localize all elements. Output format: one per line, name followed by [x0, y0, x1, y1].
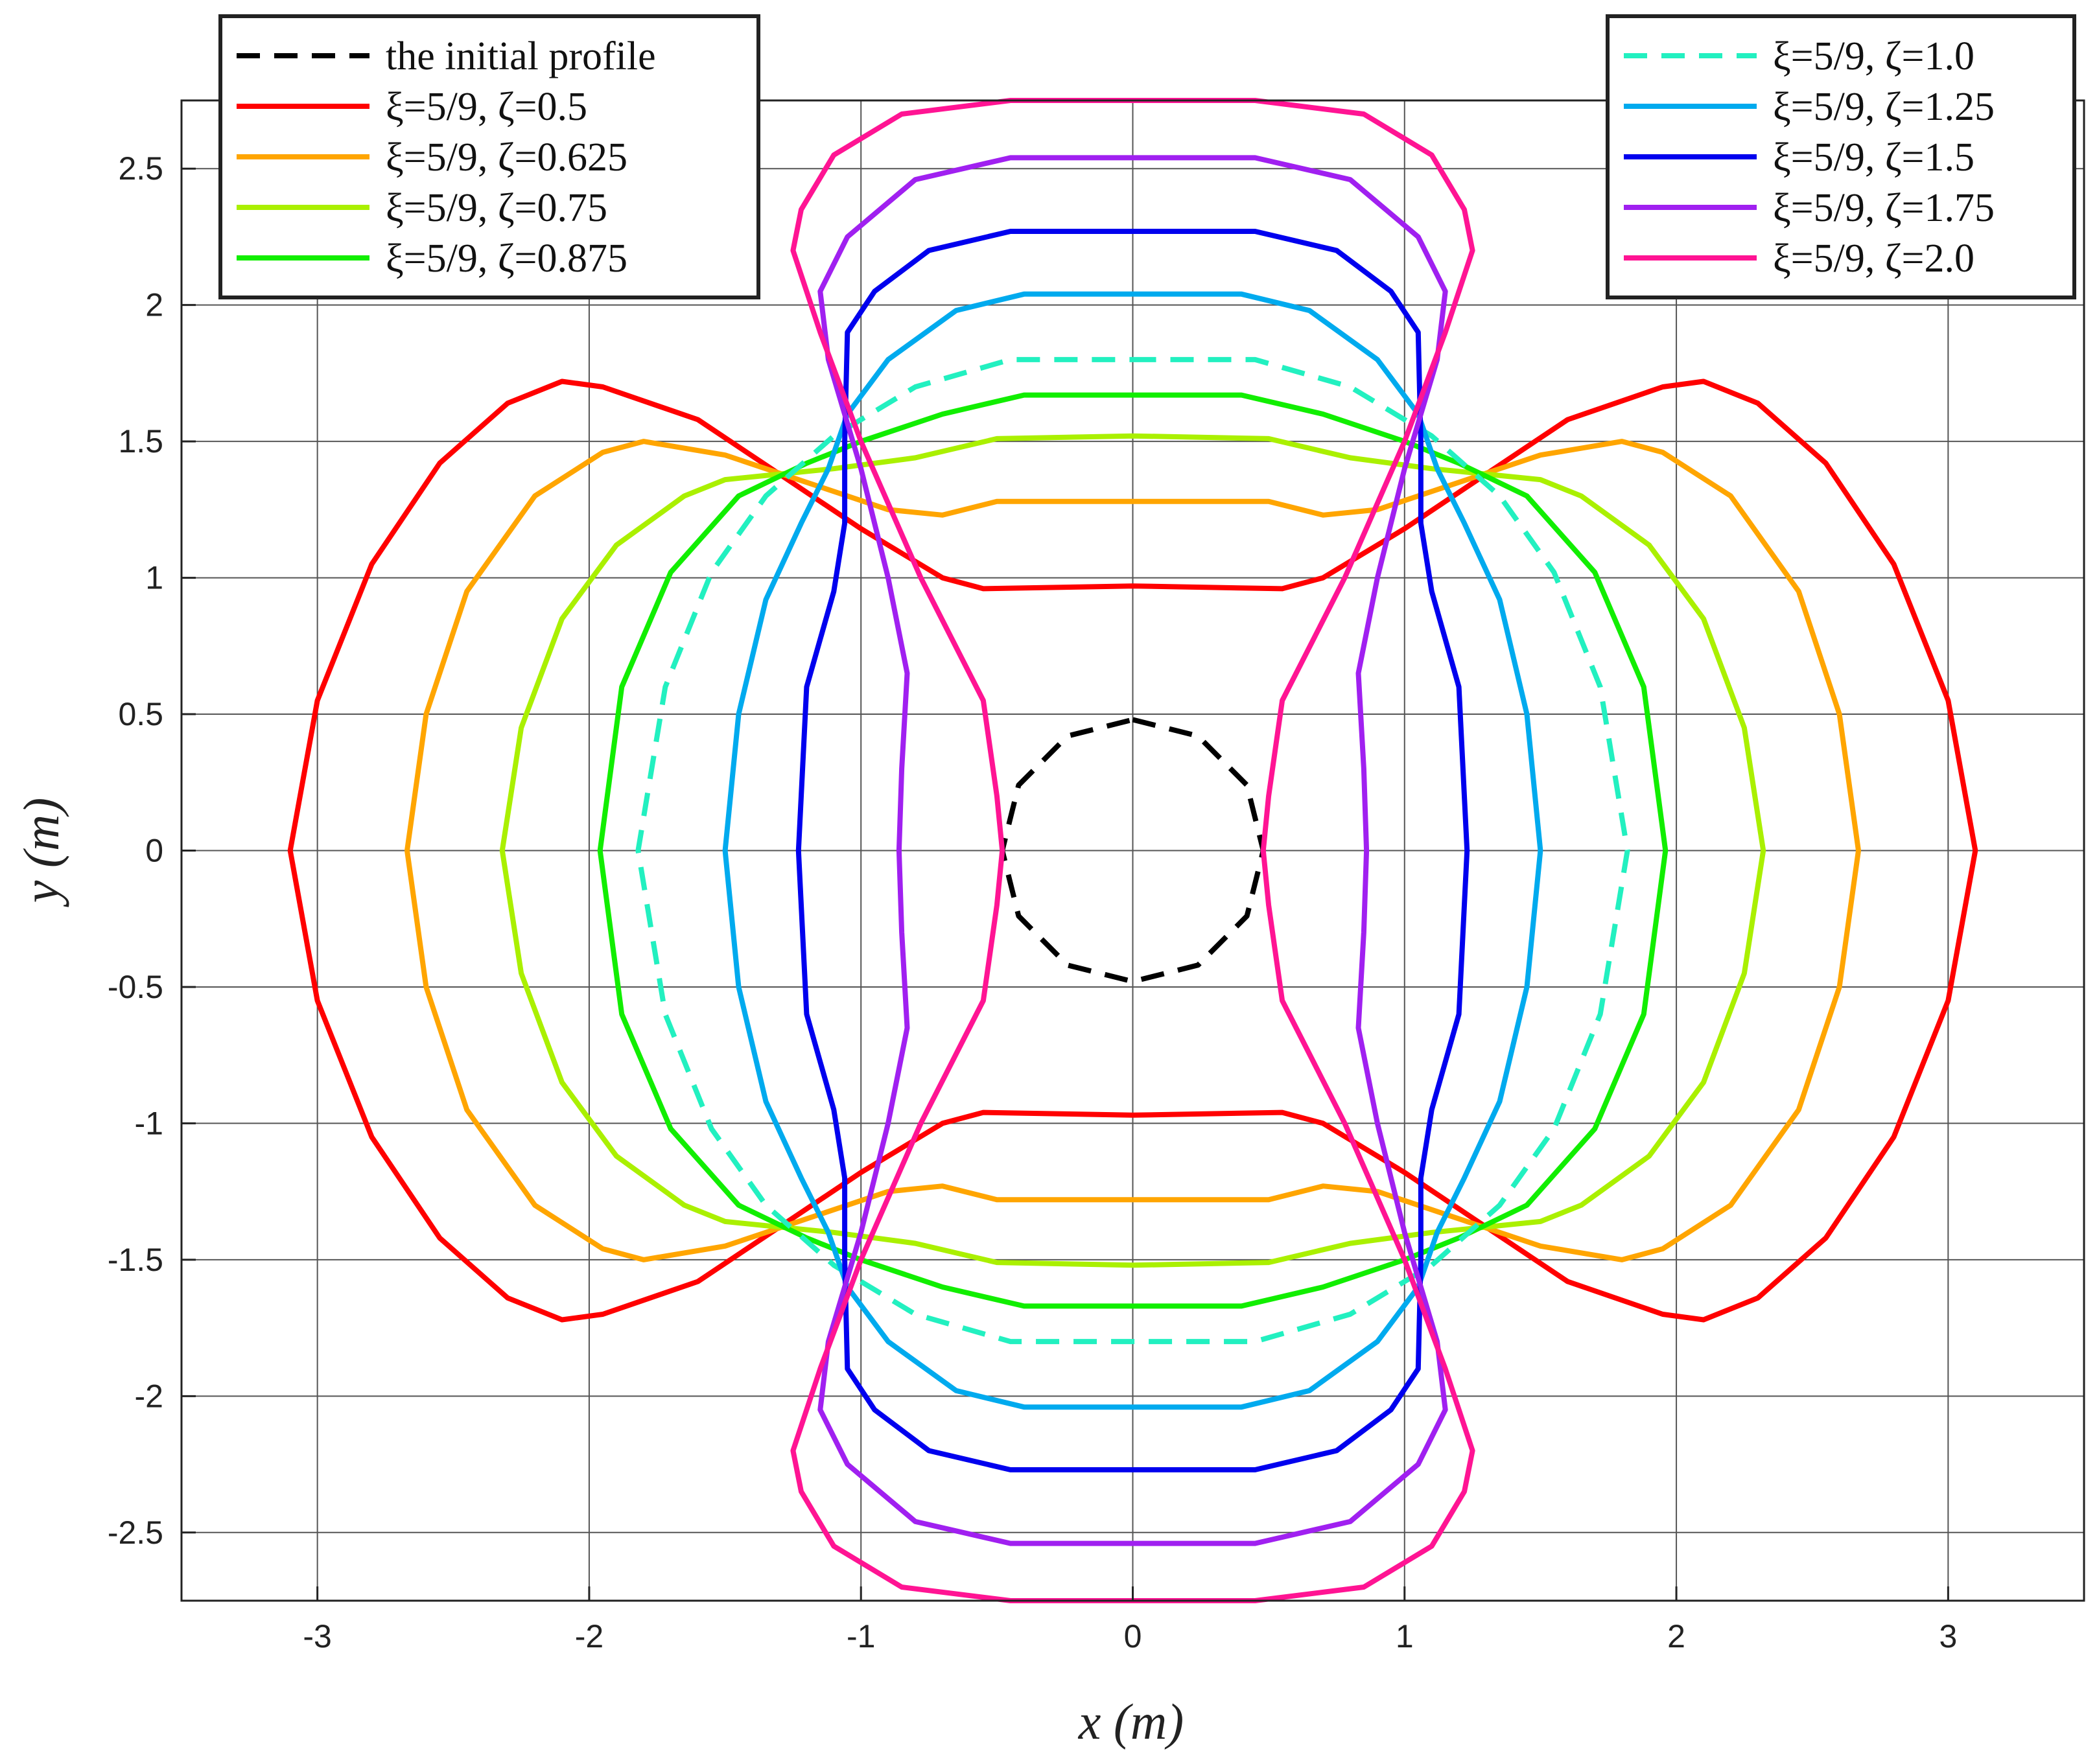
x-tick-label: -3 — [303, 1618, 331, 1654]
y-tick-label: -2.5 — [108, 1514, 163, 1551]
series-line-8 — [817, 155, 1448, 1546]
x-tick-label: 2 — [1667, 1618, 1685, 1654]
grid — [182, 100, 2084, 1601]
legend-label-1: ξ=5/9, ζ=0.5 — [386, 85, 587, 129]
legend-label-7: ξ=5/9, ζ=1.5 — [1773, 135, 1974, 180]
legend-label-9: ξ=5/9, ζ=2.0 — [1773, 237, 1974, 281]
series-line-7 — [795, 229, 1470, 1472]
axis-ticks: -3 -2 -1 0 1 2 3 -2.5 -2 -1.5 -1 -0.5 0 0.5 1 1.5 2 2.5 — [108, 150, 1957, 1654]
plot-series — [287, 98, 1978, 1603]
legend-label-0: the initial profile — [386, 34, 656, 78]
y-tick-label: 0 — [145, 833, 163, 869]
y-tick-label: 1.5 — [118, 423, 163, 459]
y-axis-label: y (m) — [13, 798, 69, 907]
y-tick-label: 2.5 — [118, 150, 163, 187]
series-line-6 — [722, 291, 1543, 1410]
y-tick-label: 0.5 — [118, 696, 163, 732]
series-line-2 — [404, 439, 1861, 1262]
x-tick-label: 3 — [1939, 1618, 1957, 1654]
series-line-5 — [635, 356, 1630, 1345]
legend-label-6: ξ=5/9, ζ=1.25 — [1773, 85, 1995, 129]
legend-label-3: ξ=5/9, ζ=0.75 — [386, 186, 607, 230]
y-tick-label: -2 — [135, 1378, 163, 1414]
legend-label-8: ξ=5/9, ζ=1.75 — [1773, 186, 1995, 230]
x-tick-label: -1 — [847, 1618, 875, 1654]
legend-label-4: ξ=5/9, ζ=0.875 — [386, 237, 627, 281]
y-tick-label: -0.5 — [108, 969, 163, 1005]
legend-label-2: ξ=5/9, ζ=0.625 — [386, 135, 627, 180]
legend-label-5: ξ=5/9, ζ=1.0 — [1773, 34, 1974, 78]
series-line-3 — [499, 433, 1766, 1268]
y-tick-label: 1 — [145, 560, 163, 596]
x-tick-label: 0 — [1124, 1618, 1142, 1654]
legends: the initial profile ξ=5/9, ζ=0.5 ξ=5/9, ζ=… — [218, 14, 2076, 299]
series-line-1 — [287, 378, 1978, 1323]
series-line-0 — [1000, 717, 1266, 984]
y-tick-label: 2 — [145, 287, 163, 323]
x-axis-label: x (m) — [1078, 1693, 1184, 1750]
series-line-4 — [597, 392, 1669, 1309]
x-tick-label: 1 — [1396, 1618, 1414, 1654]
x-tick-label: -2 — [575, 1618, 603, 1654]
y-tick-label: -1.5 — [108, 1242, 163, 1278]
y-tick-label: -1 — [135, 1105, 163, 1141]
